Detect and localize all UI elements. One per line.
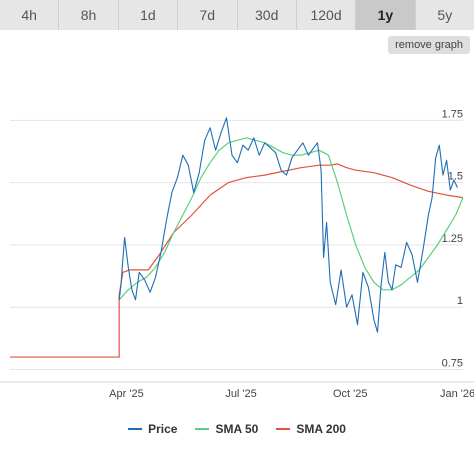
tab-4h[interactable]: 4h <box>0 0 60 30</box>
legend-item-sma200[interactable]: SMA 200 <box>276 420 346 438</box>
legend-item-sma50[interactable]: SMA 50 <box>195 420 258 438</box>
x-tick-label: Jul '25 <box>225 388 256 400</box>
tab-5y[interactable]: 5y <box>415 0 474 30</box>
chart-legend: Price SMA 50 SMA 200 <box>0 420 474 438</box>
legend-label-sma50: SMA 50 <box>215 422 259 436</box>
y-tick-label: 1.75 <box>442 108 463 120</box>
tab-7d[interactable]: 7d <box>178 0 238 30</box>
y-tick-label: 1.5 <box>448 171 463 183</box>
tab-8h[interactable]: 8h <box>59 0 119 30</box>
timeframe-tabs: 4h 8h 1d 7d 30d 120d 1y 5y <box>0 0 474 30</box>
legend-swatch-price <box>128 428 143 430</box>
tab-1d[interactable]: 1d <box>118 0 179 30</box>
y-tick-label: 0.75 <box>442 358 463 370</box>
x-tick-label: Jan '26 <box>440 388 474 400</box>
price-chart: 0.75 1 1.25 1.5 1.75 Apr '25 Jul '25 Oct '25 Jan… <box>0 108 474 400</box>
remove-graph-button[interactable]: remove graph <box>388 36 470 54</box>
y-tick-label: 1.25 <box>442 233 463 245</box>
tab-30d[interactable]: 30d <box>237 0 297 30</box>
legend-swatch-sma50 <box>195 428 210 430</box>
pre-history-line <box>10 294 120 358</box>
legend-label-price: Price <box>148 422 178 436</box>
x-tick-label: Oct '25 <box>333 388 368 400</box>
x-tick-label: Apr '25 <box>109 388 144 400</box>
legend-swatch-sma200 <box>276 428 291 430</box>
tab-120d[interactable]: 120d <box>296 0 357 30</box>
series-line-sma200 <box>118 163 464 295</box>
tab-1y[interactable]: 1y <box>356 0 416 30</box>
series-line-sma50 <box>118 137 464 301</box>
series-line-price <box>118 117 458 333</box>
y-tick-label: 1 <box>457 295 463 307</box>
legend-item-price[interactable]: Price <box>128 420 177 438</box>
legend-label-sma200: SMA 200 <box>296 422 346 436</box>
